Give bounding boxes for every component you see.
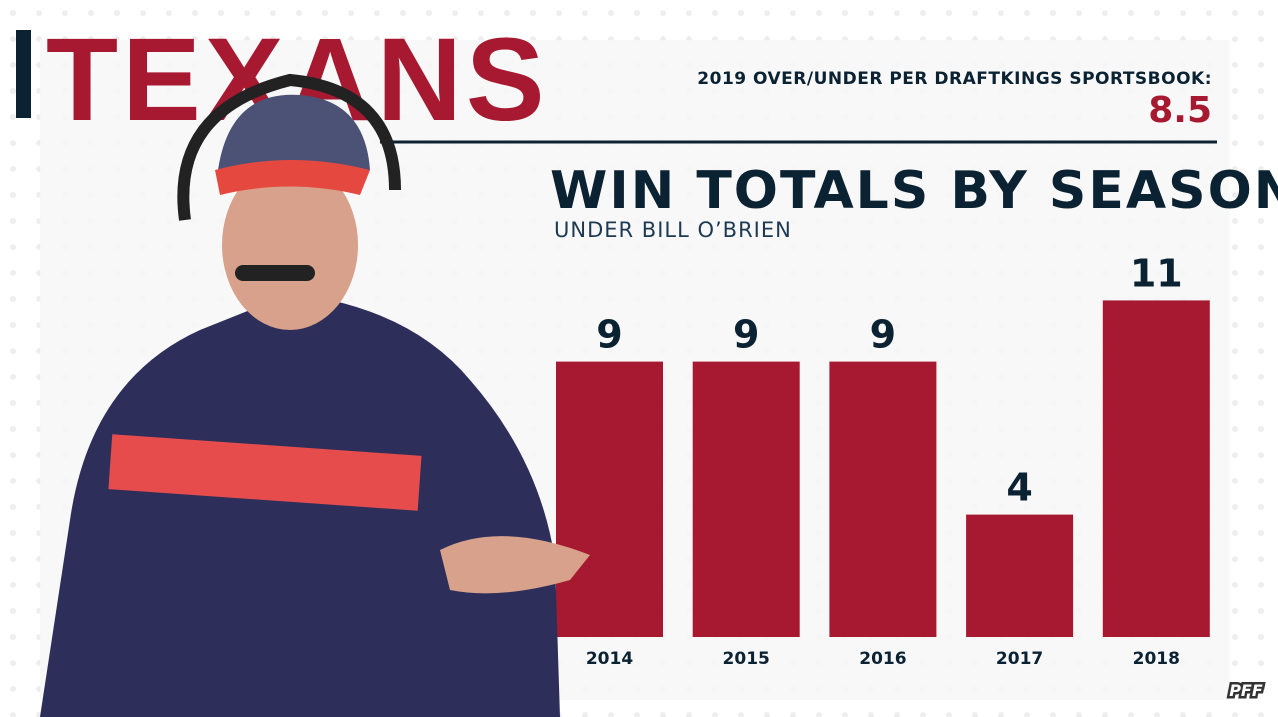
over-under-value: 8.5 xyxy=(1148,90,1212,131)
category-label: 2015 xyxy=(723,649,770,669)
chart-subtitle: UNDER BILL O’BRIEN xyxy=(554,218,792,242)
over-under-label: 2019 OVER/UNDER PER DRAFTKINGS SPORTSBOO… xyxy=(697,69,1212,89)
category-label: 2017 xyxy=(996,649,1043,669)
bar xyxy=(829,361,937,637)
coach-photo xyxy=(40,73,590,717)
category-label: 2014 xyxy=(586,649,633,669)
bar xyxy=(966,514,1074,637)
value-label: 11 xyxy=(1130,251,1183,295)
category-label: 2016 xyxy=(859,649,906,669)
value-label: 9 xyxy=(733,313,759,357)
bar xyxy=(1102,300,1210,637)
value-label: 9 xyxy=(596,313,622,357)
value-label: 4 xyxy=(1006,466,1032,510)
category-label: 2018 xyxy=(1133,649,1180,669)
bar xyxy=(556,361,663,637)
bar xyxy=(692,361,800,637)
logo: PFF xyxy=(1229,681,1263,700)
value-label: 9 xyxy=(870,313,896,357)
chart-title: WIN TOTALS BY SEASON xyxy=(550,161,1278,221)
accent-bar xyxy=(16,30,31,118)
